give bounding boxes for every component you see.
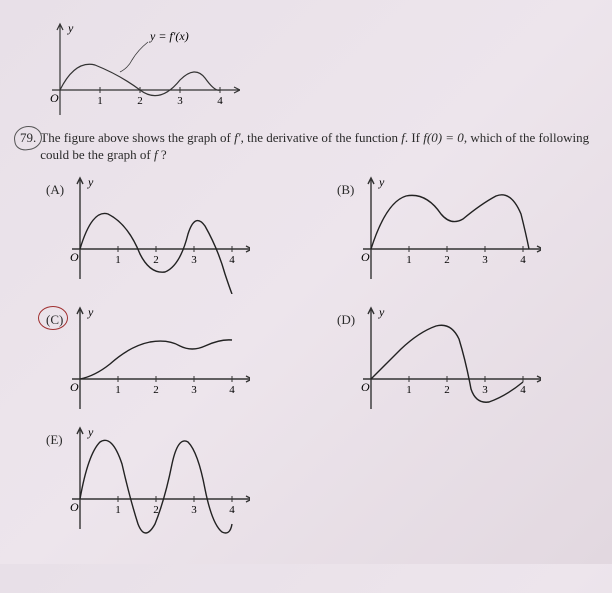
svg-text:y: y	[378, 305, 385, 319]
svg-text:O: O	[361, 250, 370, 264]
svg-text:1: 1	[406, 384, 412, 396]
svg-text:4: 4	[229, 384, 235, 396]
svg-text:4: 4	[520, 384, 526, 396]
top-figure: 1234yxOy = f′(x)	[20, 20, 592, 120]
question-number-wrap: 79.	[20, 130, 36, 146]
svg-text:4: 4	[229, 254, 235, 266]
option-a-graph: 1234yxO	[50, 174, 250, 294]
svg-text:2: 2	[444, 254, 450, 266]
svg-text:4: 4	[217, 95, 223, 107]
svg-text:O: O	[70, 500, 79, 514]
question-row: 79. The figure above shows the graph of …	[20, 130, 592, 164]
question-number: 79	[20, 130, 33, 145]
option-e: (E) 1234yxO	[50, 424, 301, 544]
option-e-graph: 1234yxO	[50, 424, 250, 544]
svg-text:3: 3	[191, 504, 197, 516]
svg-text:O: O	[70, 250, 79, 264]
svg-text:3: 3	[482, 254, 488, 266]
fprime-graph: 1234yxOy = f′(x)	[20, 20, 240, 120]
option-e-label: (E)	[46, 432, 63, 448]
option-c-graph: 1234yxO	[50, 304, 250, 414]
svg-text:2: 2	[153, 504, 159, 516]
svg-text:y = f′(x): y = f′(x)	[149, 29, 189, 43]
svg-text:1: 1	[115, 384, 121, 396]
svg-text:2: 2	[153, 254, 159, 266]
option-c: (C) 1234yxO	[50, 304, 301, 414]
svg-text:1: 1	[115, 504, 121, 516]
option-a: (A) 1234yxO	[50, 174, 301, 294]
option-d-graph: 1234yxO	[341, 304, 541, 414]
svg-text:3: 3	[191, 254, 197, 266]
svg-text:O: O	[50, 91, 59, 105]
options-grid: (A) 1234yxO (B) 1234yxO (C) 1234yxO (D) …	[50, 174, 592, 544]
svg-text:y: y	[67, 21, 74, 35]
svg-text:y: y	[87, 175, 94, 189]
option-d-label: (D)	[337, 312, 355, 328]
svg-text:3: 3	[191, 384, 197, 396]
svg-text:O: O	[361, 380, 370, 394]
option-a-label: (A)	[46, 182, 64, 198]
question-text: The figure above shows the graph of f′, …	[40, 130, 592, 164]
svg-text:y: y	[87, 305, 94, 319]
svg-text:O: O	[70, 380, 79, 394]
svg-text:2: 2	[137, 95, 143, 107]
option-d: (D) 1234yxO	[341, 304, 592, 414]
svg-text:1: 1	[406, 254, 412, 266]
svg-text:1: 1	[97, 95, 103, 107]
option-c-label: (C)	[46, 312, 63, 328]
option-b-graph: 1234yxO	[341, 174, 541, 284]
svg-text:y: y	[87, 425, 94, 439]
svg-text:4: 4	[229, 504, 235, 516]
svg-text:2: 2	[444, 384, 450, 396]
svg-text:2: 2	[153, 384, 159, 396]
option-b-label: (B)	[337, 182, 354, 198]
svg-text:y: y	[378, 175, 385, 189]
svg-text:3: 3	[177, 95, 183, 107]
svg-text:1: 1	[115, 254, 121, 266]
svg-text:4: 4	[520, 254, 526, 266]
svg-text:3: 3	[482, 384, 488, 396]
option-b: (B) 1234yxO	[341, 174, 592, 294]
